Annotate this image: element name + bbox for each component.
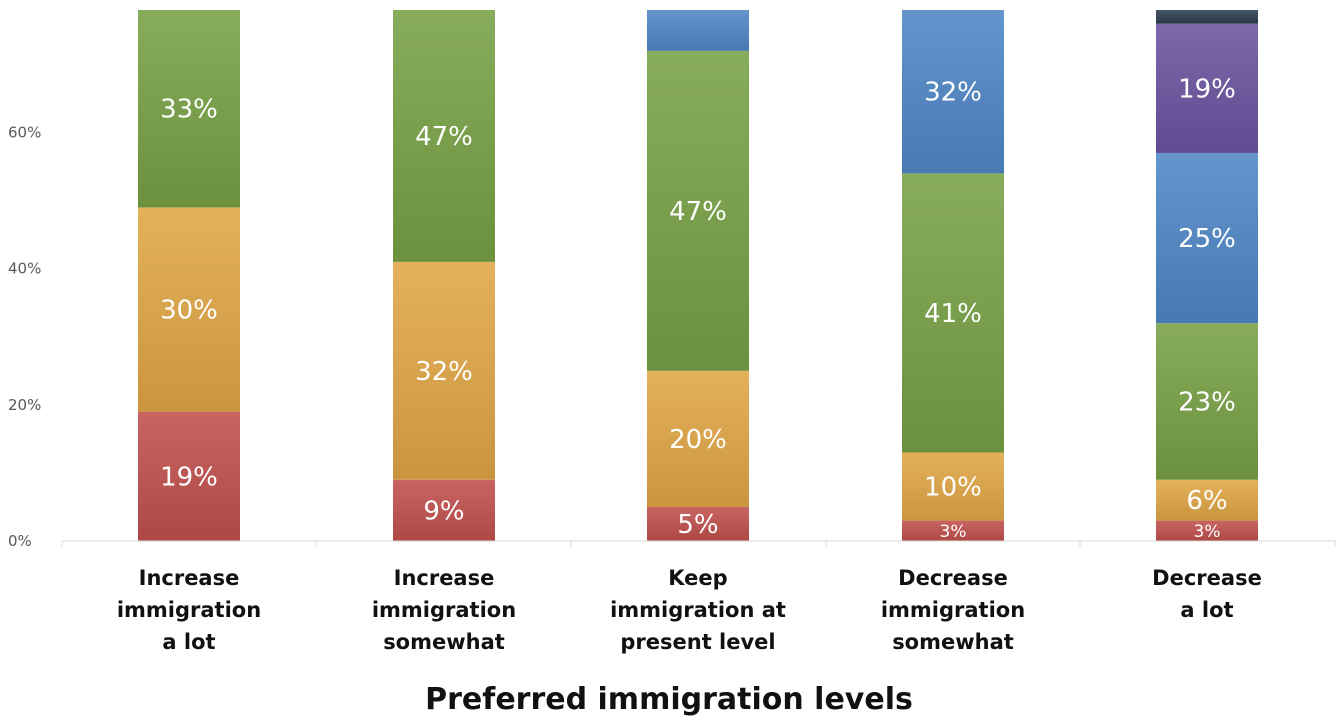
bar-segment <box>647 370 749 507</box>
bar-stack: 19% 30% 33% <box>138 10 240 541</box>
x-category-label: Increase immigration a lot <box>79 562 299 658</box>
bar-segment <box>1156 23 1258 153</box>
bar-value-label: 3% <box>940 522 967 542</box>
bar-segment <box>1156 152 1258 324</box>
x-axis-title: Preferred immigration levels <box>425 682 913 717</box>
bar-value-label: 19% <box>160 462 218 492</box>
x-category-label: Decrease immigration somewhat <box>843 562 1063 658</box>
y-tick-label: 0% <box>8 532 32 550</box>
y-tick-label: 40% <box>8 260 41 278</box>
bar-value-label: 20% <box>669 425 727 455</box>
bar-segment <box>902 452 1004 521</box>
bar-value-label: 19% <box>1178 74 1236 104</box>
x-category-label-line: Decrease <box>1152 566 1262 590</box>
bar-value-label: 3% <box>1194 522 1221 542</box>
bar-segment <box>647 506 749 541</box>
bar-segment <box>1156 479 1258 521</box>
bar-value-label: 41% <box>924 299 982 329</box>
bar-stacks: 19% 30% 33% 9% 32% 47% 5% 20% 47% 3% 10% 41% 32% 3% 6%… <box>138 10 1258 542</box>
x-category-label-line: a lot <box>1180 598 1234 622</box>
bar-value-label: 9% <box>423 496 464 526</box>
x-category-label-line: immigration <box>880 598 1026 622</box>
bar-stack: 3% 6% 23% 25% 19% <box>1156 10 1258 542</box>
bar-value-label: 10% <box>924 473 982 503</box>
bar-value-label: 23% <box>1178 387 1236 417</box>
bar-segment <box>902 173 1004 453</box>
bar-segment <box>138 10 240 208</box>
x-category-label-line: Increase <box>138 566 240 590</box>
x-axis-ticks <box>61 541 1336 547</box>
x-category-label-line: Keep <box>668 566 728 590</box>
bar-segment <box>902 10 1004 174</box>
bar-segment <box>138 411 240 541</box>
bar-value-label: 25% <box>1178 224 1236 254</box>
x-category-label-line: immigration <box>116 598 262 622</box>
bar-segment <box>138 207 240 412</box>
x-category-label-line: present level <box>620 630 776 654</box>
x-category-label-line: immigration <box>371 598 517 622</box>
bar-segment <box>647 50 749 371</box>
bar-value-label: 33% <box>160 95 218 125</box>
x-category-label: Increase immigration somewhat <box>334 562 554 658</box>
x-category-label-line: immigration at <box>610 598 786 622</box>
bar-stack: 9% 32% 47% <box>393 10 495 541</box>
bar-stack: 5% 20% 47% <box>647 10 749 541</box>
x-category-label-line: Increase <box>393 566 495 590</box>
x-category-label-line: somewhat <box>892 630 1014 654</box>
x-category-label: Decrease a lot <box>1097 562 1317 626</box>
bar-stack: 3% 10% 41% 32% <box>902 10 1004 542</box>
bar-segment <box>647 10 749 51</box>
x-category-label-line: somewhat <box>383 630 505 654</box>
bar-segment <box>902 520 1004 541</box>
x-category-label-line: a lot <box>162 630 216 654</box>
bar-value-label: 30% <box>160 296 218 326</box>
bar-segment <box>393 10 495 262</box>
bar-value-label: 47% <box>669 197 727 227</box>
bar-value-label: 5% <box>677 510 718 540</box>
bar-segment <box>1156 323 1258 480</box>
x-category-label-line: Decrease <box>898 566 1008 590</box>
bar-segment <box>393 261 495 480</box>
bar-value-label: 47% <box>415 122 473 152</box>
bar-value-label: 32% <box>924 78 982 108</box>
y-tick-label: 60% <box>8 124 41 142</box>
bar-segment <box>1156 520 1258 541</box>
bar-value-label: 6% <box>1186 486 1227 516</box>
y-axis: 0% 20% 40% 60% <box>8 124 41 550</box>
bar-segment <box>1156 10 1258 24</box>
y-tick-label: 20% <box>8 396 41 414</box>
x-category-label: Keep immigration at present level <box>588 562 808 658</box>
bar-segment <box>393 479 495 541</box>
bar-value-label: 32% <box>415 357 473 387</box>
